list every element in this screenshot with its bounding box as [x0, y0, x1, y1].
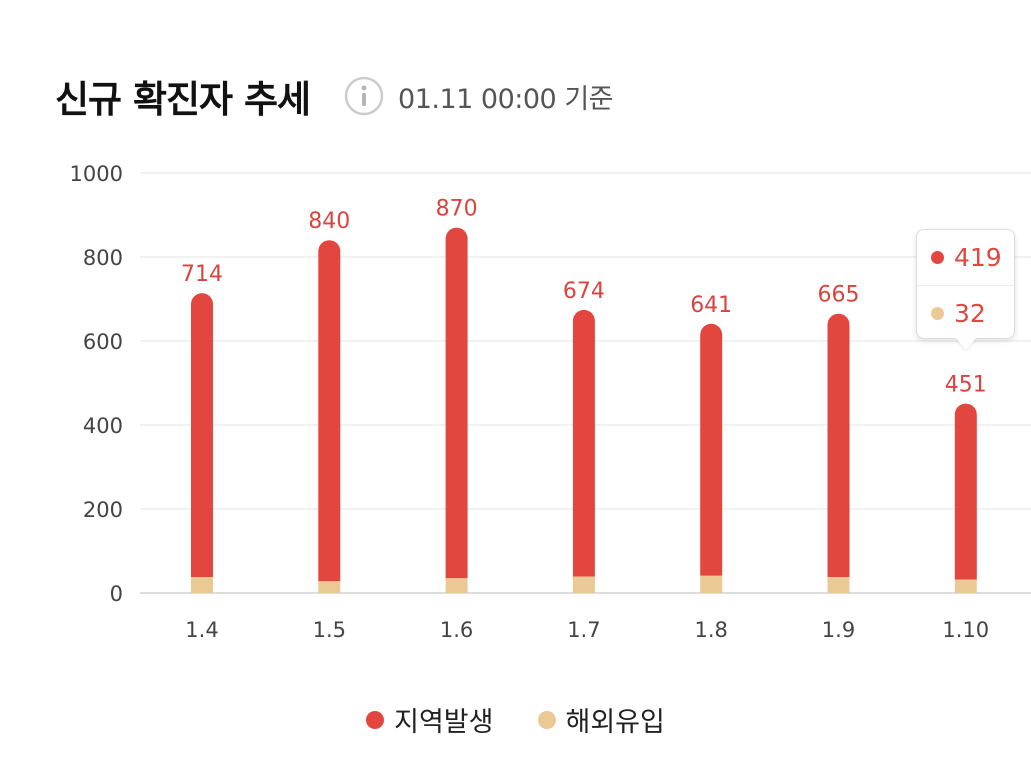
data-basis-time: 01.11 00:00 기준: [398, 83, 613, 115]
bar-total-label: 840: [308, 209, 350, 234]
bar-local-1.4: [191, 293, 213, 578]
legend-label: 해외유입: [565, 707, 665, 738]
tooltip-row-local: 419: [917, 230, 1014, 285]
bar-local-1.6: [445, 227, 468, 579]
x-tick-label: 1.4: [185, 618, 218, 642]
y-tick-label: 600: [83, 330, 123, 354]
bar-imported-1.4: [191, 577, 213, 593]
legend-item-local[interactable]: 지역발생: [366, 700, 494, 739]
bar-total-label: 674: [563, 279, 605, 304]
bar-imported-1.10: [954, 579, 977, 593]
y-tick-label: 0: [110, 582, 123, 606]
bar-local-1.7: [572, 309, 595, 577]
info-icon[interactable]: [344, 76, 384, 116]
legend-imported-dot-icon: [537, 710, 556, 729]
y-tick-label: 400: [83, 414, 123, 438]
x-tick-label: 1.9: [822, 618, 855, 642]
y-tick-label: 1000: [70, 162, 123, 186]
bar-imported-1.5: [318, 581, 341, 593]
bar-imported-1.8: [700, 575, 723, 593]
bar-imported-1.9: [827, 577, 850, 593]
bar-imported-1.7: [572, 576, 595, 593]
local-dot-icon: [931, 251, 944, 264]
x-tick-label: 1.8: [694, 618, 727, 642]
bar-total-label: 870: [436, 197, 478, 222]
bar-total-label: 451: [945, 373, 987, 398]
bar-total-label: 665: [818, 283, 860, 308]
x-tick-label: 1.10: [942, 618, 989, 642]
chart-legend: 지역발생 해외유입: [0, 700, 1031, 739]
tooltip-row-imported: 32: [917, 285, 1014, 341]
x-tick-label: 1.5: [313, 618, 346, 642]
tooltip-local-value: 419: [954, 243, 1002, 272]
bar-total-label: 714: [181, 262, 223, 287]
legend-local-dot-icon: [366, 710, 385, 729]
legend-label: 지역발생: [394, 707, 494, 738]
bar-local-1.5: [318, 240, 341, 582]
bar-imported-1.6: [445, 578, 468, 593]
tooltip-arrow: [956, 338, 976, 350]
bar-local-1.9: [827, 313, 850, 578]
x-tick-label: 1.6: [440, 618, 473, 642]
trend-chart: 0 200 400 600 800 1000 714 1.4 840 1.5 870 1.6 674 1.…: [70, 162, 1031, 642]
bar-local-1.8: [700, 323, 723, 576]
y-tick-label: 200: [83, 498, 123, 522]
y-tick-label: 800: [83, 246, 123, 270]
chart-header: 신규 확진자 추세 01.11 00:00 기준: [55, 66, 613, 126]
bar-total-label: 641: [690, 293, 732, 318]
imported-dot-icon: [931, 307, 944, 320]
chart-title: 신규 확진자 추세: [55, 78, 311, 121]
x-tick-label: 1.7: [567, 618, 600, 642]
bar-tooltip: 419 32: [916, 229, 1015, 339]
legend-item-imported[interactable]: 해외유입: [537, 700, 665, 739]
bar-local-1.10: [954, 403, 977, 580]
tooltip-imported-value: 32: [954, 299, 986, 328]
